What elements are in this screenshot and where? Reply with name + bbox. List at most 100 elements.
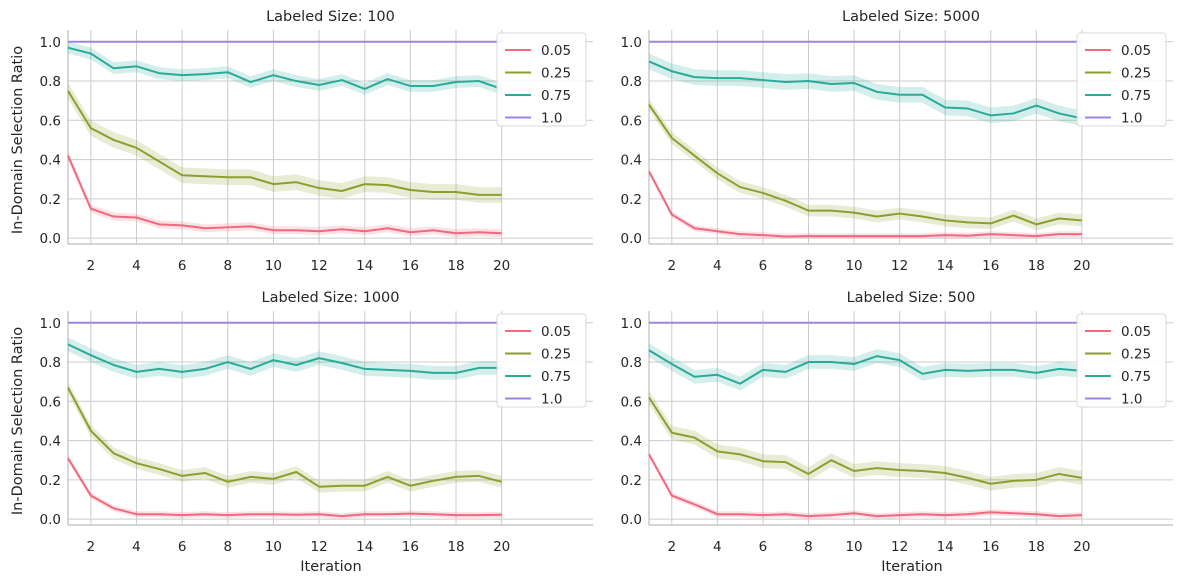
x-tick-label: 14 xyxy=(356,539,373,555)
legend-box xyxy=(496,32,587,127)
series-line-0.05 xyxy=(67,457,502,518)
y-tick-label: 0.4 xyxy=(621,153,642,169)
x-tick-label: 10 xyxy=(265,258,282,274)
series-band-0.75 xyxy=(649,343,1082,391)
subplot-title: Labeled Size: 1000 xyxy=(261,290,399,306)
x-tick-label: 12 xyxy=(310,539,327,555)
x-tick-label: 20 xyxy=(1073,258,1090,274)
series-line-0.25 xyxy=(648,396,1083,485)
legend-label-1.0: 1.0 xyxy=(1121,392,1142,408)
x-tick-label: 6 xyxy=(759,539,768,555)
series-band-0.75 xyxy=(68,41,502,95)
y-tick-label: 1.0 xyxy=(40,316,61,332)
y-tick-label: 0.2 xyxy=(40,192,61,208)
series-band-0.05 xyxy=(649,451,1082,520)
x-tick-label: 16 xyxy=(402,539,419,555)
series-line-0.75 xyxy=(67,46,503,90)
y-tick-label: 0.0 xyxy=(621,231,642,247)
legend-label-1.0: 1.0 xyxy=(541,111,562,127)
x-tick-label: 18 xyxy=(1028,539,1045,555)
x-tick-label: 20 xyxy=(493,539,510,555)
y-tick-label: 0.6 xyxy=(621,113,642,129)
x-tick-label: 20 xyxy=(1073,539,1090,555)
x-tick-label: 16 xyxy=(982,539,999,555)
y-tick-label: 0.0 xyxy=(40,512,61,528)
x-tick-label: 8 xyxy=(804,258,813,274)
x-tick-label: 14 xyxy=(937,258,954,274)
y-tick-label: 0.4 xyxy=(621,434,642,450)
series-line-0.05 xyxy=(67,155,502,235)
x-tick-label: 16 xyxy=(982,258,999,274)
y-tick-label: 0.4 xyxy=(40,434,61,450)
y-tick-label: 0.2 xyxy=(40,473,61,489)
subplot-4: 0.0 0.2 0.4 0.6 0.8 1.0 2 4 6 8 10 12 14 16 18 20 Labele… xyxy=(621,290,1173,555)
x-tick-label: 12 xyxy=(891,539,908,555)
x-tick-label: 4 xyxy=(132,539,141,555)
x-tick-label: 2 xyxy=(87,258,96,274)
series-band-0.05 xyxy=(649,168,1082,239)
subplot-title: Labeled Size: 500 xyxy=(847,290,976,306)
x-tick-label: 2 xyxy=(87,539,96,555)
legend-label-0.25: 0.25 xyxy=(1121,66,1151,82)
series-band-0.25 xyxy=(68,381,502,493)
series-line-0.05 xyxy=(648,170,1082,238)
x-tick-label: 4 xyxy=(713,539,722,555)
x-tick-label: 4 xyxy=(713,258,722,274)
series-line-0.25 xyxy=(67,387,502,488)
x-tick-label: 18 xyxy=(447,258,464,274)
legend-label-0.25: 0.25 xyxy=(541,66,571,82)
legend-label-1.0: 1.0 xyxy=(1121,111,1142,127)
y-tick-label: 0.4 xyxy=(40,153,61,169)
legend-label-0.75: 0.75 xyxy=(541,369,571,385)
x-tick-label: 18 xyxy=(447,539,464,555)
x-tick-label: 6 xyxy=(759,258,768,274)
y-tick-label: 1.0 xyxy=(40,35,61,51)
x-tick-label: 10 xyxy=(845,258,862,274)
series-line-0.75 xyxy=(648,60,1083,120)
x-tick-label: 14 xyxy=(937,539,954,555)
y-tick-label: 1.0 xyxy=(621,35,642,51)
series-band-0.05 xyxy=(68,455,502,520)
subplot-title: Labeled Size: 100 xyxy=(266,9,395,25)
y-tick-label: 0.2 xyxy=(621,192,642,208)
legend-label-0.05: 0.05 xyxy=(1121,324,1151,340)
series-line-0.75 xyxy=(67,343,502,374)
legend-label-1.0: 1.0 xyxy=(541,392,562,408)
y-tick-label: 0.0 xyxy=(40,231,61,247)
x-tick-label: 8 xyxy=(223,258,232,274)
series-band-0.75 xyxy=(649,53,1082,127)
y-axis-label-bottom: In-Domain Selection Ratio xyxy=(10,327,26,515)
x-tick-label: 14 xyxy=(356,258,373,274)
x-axis-label-right: Iteration xyxy=(881,559,943,575)
x-tick-label: 2 xyxy=(667,258,676,274)
series-line-0.25 xyxy=(67,90,502,196)
x-tick-label: 12 xyxy=(310,258,327,274)
y-tick-label: 0.8 xyxy=(621,74,642,90)
legend-label-0.25: 0.25 xyxy=(541,347,571,363)
y-tick-label: 0.6 xyxy=(621,394,642,410)
y-tick-label: 0.6 xyxy=(40,394,61,410)
subplot-title: Labeled Size: 5000 xyxy=(842,9,980,25)
x-tick-label: 10 xyxy=(265,539,282,555)
y-tick-label: 0.8 xyxy=(40,355,61,371)
series-line-0.25 xyxy=(648,104,1082,226)
legend-label-0.25: 0.25 xyxy=(1121,347,1151,363)
x-tick-label: 6 xyxy=(178,539,187,555)
series-band-0.25 xyxy=(649,390,1082,491)
series-line-0.05 xyxy=(648,453,1082,518)
legend-label-0.75: 0.75 xyxy=(541,88,571,104)
legend-box xyxy=(1076,32,1167,127)
y-tick-label: 1.0 xyxy=(621,316,642,332)
subplot-1: 0.0 0.2 0.4 0.6 0.8 1.0 2 4 6 8 10 12 14 16 18 20 Labele… xyxy=(40,9,593,274)
x-tick-label: 16 xyxy=(402,258,419,274)
x-tick-label: 20 xyxy=(493,258,510,274)
legend-label-0.05: 0.05 xyxy=(1121,43,1151,59)
series-band-0.25 xyxy=(649,98,1082,231)
x-tick-label: 2 xyxy=(667,539,676,555)
y-tick-label: 0.2 xyxy=(621,473,642,489)
y-tick-label: 0.0 xyxy=(621,512,642,528)
y-tick-label: 0.6 xyxy=(40,113,61,129)
x-tick-label: 18 xyxy=(1028,258,1045,274)
series-band-0.25 xyxy=(68,83,502,203)
